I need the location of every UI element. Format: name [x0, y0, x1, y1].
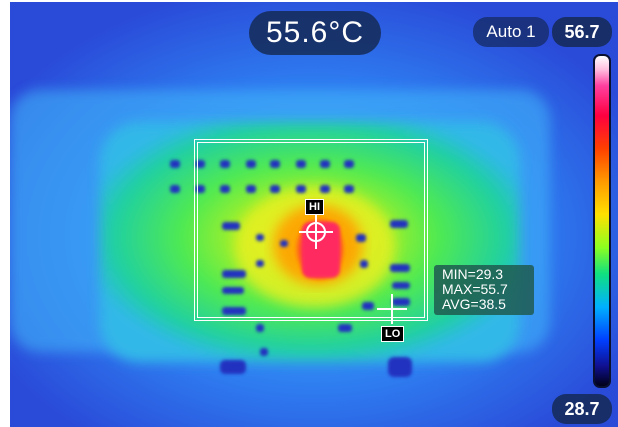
- roi-avg: AVG=38.5: [442, 296, 506, 312]
- component-pads: [170, 160, 412, 377]
- measurement-roi-box[interactable]: [194, 139, 428, 321]
- hot-chip-core: [302, 222, 340, 278]
- scale-max-value: 56.7: [552, 17, 612, 47]
- roi-min: MIN=29.3: [442, 266, 504, 282]
- roi-stats-panel: MIN=29.3 MAX=55.7 AVG=38.5: [434, 265, 534, 315]
- color-scale-bar: [593, 54, 611, 388]
- hot-spot-label: HI: [305, 199, 324, 215]
- thermal-viewer: 55.6°C Auto 1 56.7 28.7 MIN=29.3 MAX=55.…: [10, 2, 618, 427]
- hi-crosshair: [299, 215, 333, 249]
- center-temperature-readout: 55.6°C: [249, 11, 381, 55]
- lo-crosshair: [377, 294, 407, 324]
- roi-max: MAX=55.7: [442, 281, 508, 297]
- thermal-image: [10, 2, 618, 427]
- cold-spot-label: LO: [381, 326, 405, 342]
- scale-min-value: 28.7: [552, 394, 612, 424]
- palette-mode-button[interactable]: Auto 1: [473, 17, 549, 47]
